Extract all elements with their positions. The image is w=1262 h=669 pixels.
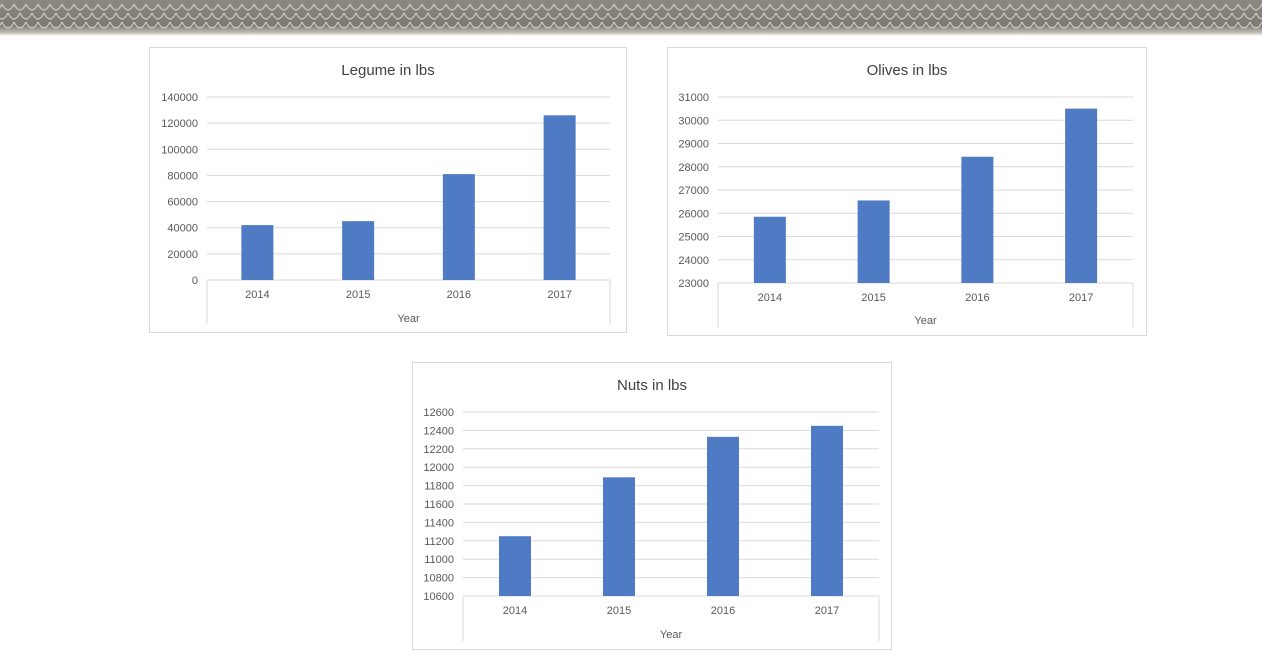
bar xyxy=(857,200,890,283)
x-tick-label: 2014 xyxy=(503,605,527,617)
y-tick-label: 27000 xyxy=(678,185,709,197)
y-tick-label: 100000 xyxy=(161,144,198,156)
x-tick-label: 2017 xyxy=(815,605,839,617)
x-axis-title: Year xyxy=(660,629,683,641)
bar xyxy=(961,156,994,283)
x-tick-label: 2016 xyxy=(447,289,471,301)
y-tick-label: 28000 xyxy=(678,162,709,174)
bar xyxy=(1065,108,1098,283)
y-tick-label: 25000 xyxy=(678,232,709,244)
y-tick-label: 12200 xyxy=(423,444,454,456)
y-tick-label: 140000 xyxy=(161,92,198,104)
x-tick-label: 2015 xyxy=(861,292,885,304)
nuts-chart-plot: 10600 10800 11000 11200 11400 11600 11800 12000… xyxy=(423,407,880,641)
bar xyxy=(753,216,786,283)
bar xyxy=(499,536,531,596)
y-tick-label: 12400 xyxy=(423,425,454,437)
decorative-header-band xyxy=(0,0,1262,36)
scalloped-pattern xyxy=(0,3,1262,29)
y-tick-label: 11600 xyxy=(424,499,454,511)
x-tick-label: 2016 xyxy=(965,292,989,304)
chart-title: Nuts in lbs xyxy=(616,377,688,394)
y-tick-label: 12600 xyxy=(423,407,454,419)
y-tick-label: 80000 xyxy=(167,170,198,182)
y-tick-label: 60000 xyxy=(167,197,198,209)
olives-chart: Olives in lbs 23000 24000 25000 26000 27000 2… xyxy=(667,47,1147,336)
x-tick-label: 2016 xyxy=(711,605,735,617)
legume-chart-plot: 0 20000 40000 60000 80000 100000 120000 140000 2… xyxy=(161,92,611,325)
y-tick-label: 12000 xyxy=(423,462,454,474)
x-tick-label: 2017 xyxy=(1069,292,1093,304)
y-tick-label: 11400 xyxy=(424,517,454,529)
x-axis-title: Year xyxy=(914,315,937,327)
y-tick-label: 0 xyxy=(192,275,198,287)
y-tick-label: 10800 xyxy=(423,573,454,585)
y-tick-label: 26000 xyxy=(678,208,709,220)
bar xyxy=(707,436,739,596)
y-tick-label: 24000 xyxy=(678,255,709,267)
x-tick-label: 2017 xyxy=(547,289,571,301)
nuts-chart: Nuts in lbs 10600 10800 11000 11200 11400 116… xyxy=(412,362,892,650)
y-tick-label: 120000 xyxy=(161,118,198,130)
category-axis-frame xyxy=(717,283,1134,328)
x-tick-label: 2015 xyxy=(346,289,370,301)
bar xyxy=(603,477,635,596)
bar xyxy=(442,174,475,280)
bar xyxy=(342,221,375,280)
y-tick-label: 11000 xyxy=(424,554,454,566)
y-tick-label: 31000 xyxy=(678,92,709,104)
x-axis-title: Year xyxy=(397,313,420,325)
category-axis-frame xyxy=(462,596,880,641)
y-tick-label: 23000 xyxy=(678,278,709,290)
y-tick-label: 30000 xyxy=(678,115,709,127)
olives-chart-plot: 23000 24000 25000 26000 27000 28000 29000 30000… xyxy=(678,92,1134,328)
y-tick-label: 29000 xyxy=(678,139,709,151)
bar xyxy=(811,425,843,596)
category-axis-frame xyxy=(206,280,611,324)
y-tick-label: 20000 xyxy=(167,249,198,261)
chart-title: Legume in lbs xyxy=(341,62,435,79)
x-tick-label: 2015 xyxy=(607,605,631,617)
y-tick-label: 11800 xyxy=(424,481,454,493)
x-tick-label: 2014 xyxy=(758,292,782,304)
legume-chart: Legume in lbs 0 20000 40000 60000 80000 10000… xyxy=(149,47,627,333)
chart-title: Olives in lbs xyxy=(866,62,948,79)
bar xyxy=(543,115,576,280)
y-tick-label: 11200 xyxy=(424,536,454,548)
y-tick-label: 40000 xyxy=(167,223,198,235)
x-tick-label: 2014 xyxy=(245,289,269,301)
bar xyxy=(241,225,274,280)
y-tick-label: 10600 xyxy=(423,591,454,603)
